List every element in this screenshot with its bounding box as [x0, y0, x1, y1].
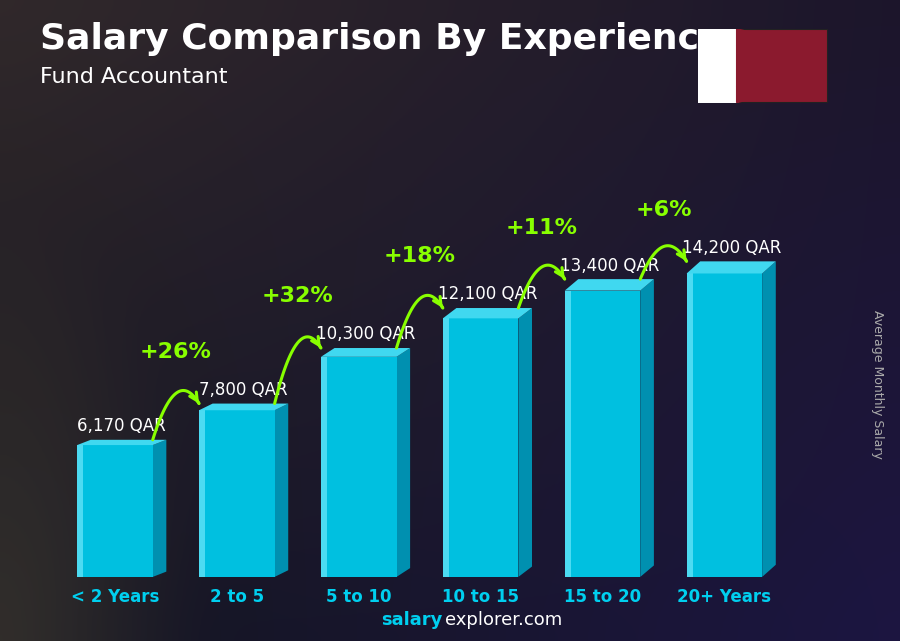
Text: 14,200 QAR: 14,200 QAR	[681, 238, 781, 257]
Polygon shape	[736, 29, 753, 37]
Polygon shape	[736, 86, 753, 94]
Text: salary: salary	[382, 612, 443, 629]
Text: 13,400 QAR: 13,400 QAR	[560, 256, 659, 274]
Text: Average Monthly Salary: Average Monthly Salary	[871, 310, 884, 459]
Polygon shape	[736, 70, 753, 78]
FancyBboxPatch shape	[443, 319, 518, 577]
Text: +18%: +18%	[383, 247, 455, 267]
Text: +32%: +32%	[262, 287, 334, 306]
Bar	[687, 274, 693, 577]
Text: +6%: +6%	[635, 200, 692, 220]
Polygon shape	[274, 404, 288, 577]
Polygon shape	[199, 404, 288, 410]
Text: Fund Accountant: Fund Accountant	[40, 67, 228, 87]
Polygon shape	[687, 262, 776, 274]
Text: 7,800 QAR: 7,800 QAR	[199, 381, 288, 399]
Polygon shape	[321, 348, 410, 357]
Polygon shape	[736, 62, 753, 70]
Polygon shape	[736, 37, 753, 46]
Polygon shape	[518, 308, 532, 577]
Polygon shape	[640, 279, 654, 577]
Polygon shape	[762, 262, 776, 577]
Polygon shape	[397, 348, 410, 577]
Text: +11%: +11%	[506, 217, 578, 238]
Polygon shape	[736, 94, 753, 103]
Polygon shape	[736, 78, 753, 86]
Text: explorer.com: explorer.com	[446, 612, 562, 629]
Text: 10,300 QAR: 10,300 QAR	[316, 326, 415, 344]
Polygon shape	[736, 46, 753, 53]
Bar	[321, 357, 327, 577]
Polygon shape	[153, 440, 166, 577]
FancyBboxPatch shape	[564, 290, 640, 577]
Text: Salary Comparison By Experience: Salary Comparison By Experience	[40, 22, 724, 56]
Polygon shape	[77, 440, 166, 445]
Text: +26%: +26%	[140, 342, 212, 362]
Polygon shape	[736, 53, 753, 62]
Bar	[564, 290, 571, 577]
Polygon shape	[443, 308, 532, 319]
Bar	[199, 410, 205, 577]
Bar	[443, 319, 449, 577]
Text: 6,170 QAR: 6,170 QAR	[77, 417, 166, 435]
Polygon shape	[564, 279, 654, 290]
FancyBboxPatch shape	[77, 445, 153, 577]
FancyBboxPatch shape	[321, 357, 397, 577]
Bar	[77, 445, 83, 577]
Text: 12,100 QAR: 12,100 QAR	[437, 285, 537, 303]
FancyBboxPatch shape	[199, 410, 274, 577]
Polygon shape	[698, 29, 736, 103]
FancyBboxPatch shape	[687, 274, 762, 577]
